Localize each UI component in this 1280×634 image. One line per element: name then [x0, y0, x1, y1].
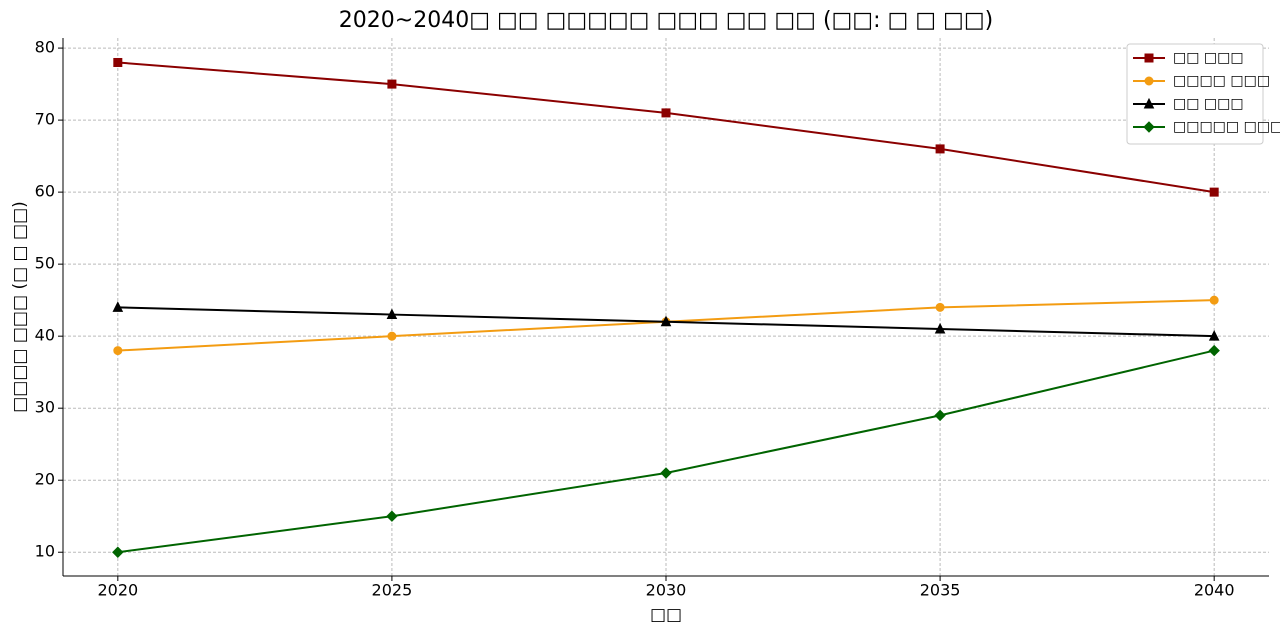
marker — [661, 108, 671, 118]
marker — [935, 302, 945, 312]
legend-label: □□□□ □□□ — [1173, 73, 1270, 89]
marker — [1144, 76, 1154, 86]
marker — [387, 79, 397, 89]
y-axis-label: □□□□ □□□ (□ □ □□) — [10, 201, 30, 413]
marker — [660, 467, 672, 479]
x-tick-label: 2035 — [920, 581, 961, 600]
x-axis-label: □□ — [650, 605, 682, 625]
marker — [934, 322, 946, 334]
marker — [660, 315, 672, 327]
legend-label: □□□□□ □□□ — [1173, 119, 1280, 135]
marker — [1143, 121, 1155, 133]
legend-box — [1126, 43, 1264, 145]
marker — [1209, 187, 1219, 197]
y-tick-label: 60 — [35, 182, 55, 201]
marker — [1208, 330, 1220, 341]
x-tick-label: 2025 — [372, 581, 413, 600]
x-tick-label: 2020 — [97, 581, 138, 600]
y-tick-label: 30 — [35, 398, 55, 417]
x-tick-label: 2030 — [646, 581, 687, 600]
marker — [112, 301, 124, 312]
marker — [1208, 344, 1220, 357]
legend-label: □□ □□□ — [1173, 50, 1244, 66]
chart-title: 2020~2040□ □□ □□□□□ □□□ □□ □□ (□□: □ □ □… — [339, 8, 993, 33]
y-tick-label: 70 — [35, 110, 55, 129]
legend: □□ □□□ □□□□ □□□ □□ □□□ □□□□□ □□□ — [1126, 43, 1280, 145]
legend-label: □□ □□□ — [1173, 96, 1244, 112]
marker — [386, 510, 398, 522]
x-tick-label: 2040 — [1194, 581, 1235, 600]
y-tick-label: 40 — [35, 326, 55, 345]
y-tick-label: 10 — [35, 542, 55, 561]
marker — [1143, 97, 1155, 109]
marker — [1209, 295, 1219, 305]
marker — [387, 331, 397, 341]
series-line — [117, 61, 1215, 194]
y-tick-label: 80 — [35, 38, 55, 57]
marker — [113, 346, 123, 356]
y-tick-label: 20 — [35, 470, 55, 489]
marker — [112, 546, 124, 558]
marker — [386, 308, 398, 320]
marker — [934, 409, 946, 422]
marker — [935, 144, 945, 154]
y-tick-label: 50 — [35, 254, 55, 273]
marker — [1144, 53, 1154, 63]
marker — [113, 57, 123, 67]
